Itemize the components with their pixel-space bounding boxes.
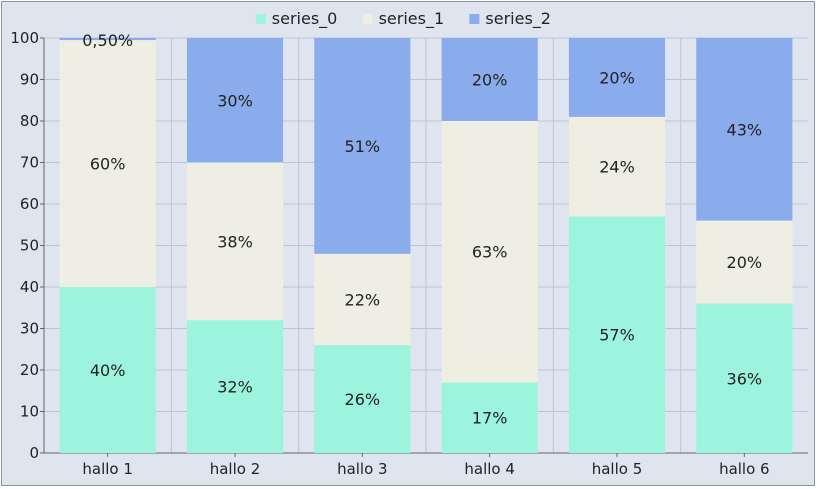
- y-tick-label: 30: [20, 320, 39, 338]
- y-tick-label: 10: [20, 403, 39, 421]
- legend-label: series_1: [379, 9, 445, 29]
- x-tick-label: hallo 6: [719, 460, 770, 478]
- data-label: 40%: [90, 361, 126, 380]
- data-label: 20%: [599, 68, 635, 87]
- y-tick-label: 70: [20, 154, 39, 172]
- data-label: 36%: [727, 369, 763, 388]
- data-label: 20%: [472, 71, 508, 90]
- bar-segment-series_2: [568, 38, 666, 117]
- bar-segment-series_2: [441, 38, 538, 121]
- bar-segment-series_1: [314, 253, 411, 346]
- data-label: 20%: [727, 253, 763, 272]
- bar-segment-series_0: [441, 382, 538, 453]
- bar-segment-series_1: [59, 40, 156, 288]
- y-tick-label: 80: [20, 112, 39, 130]
- data-label: 24%: [599, 158, 635, 177]
- x-tick-label: hallo 3: [337, 460, 388, 478]
- y-tick-label: 50: [20, 237, 39, 255]
- y-tick-label: 40: [20, 278, 39, 296]
- legend-swatch-series_0: [255, 14, 266, 24]
- data-label: 38%: [217, 232, 253, 251]
- y-tick-label: 100: [10, 29, 39, 47]
- legend-label: series_0: [272, 9, 338, 29]
- y-tick-label: 90: [20, 71, 39, 89]
- bar-segment-series_1: [696, 220, 793, 304]
- x-tick-label: hallo 4: [464, 460, 515, 478]
- legend-label: series_2: [485, 9, 551, 29]
- bar-segment-series_1: [441, 121, 538, 383]
- x-tick-label: hallo 2: [210, 460, 261, 478]
- data-label: 60%: [90, 155, 126, 174]
- y-tick-label: 0: [29, 444, 39, 462]
- data-label: 63%: [472, 243, 508, 262]
- x-tick-label: hallo 5: [592, 460, 643, 478]
- bar-segment-series_0: [186, 320, 284, 453]
- legend-swatch-series_2: [469, 14, 480, 24]
- data-label: 26%: [345, 390, 381, 409]
- data-label: 57%: [599, 326, 635, 345]
- bar-segment-series_2: [696, 38, 793, 221]
- bar-segment-series_2: [314, 38, 411, 254]
- data-label: 0,50%: [82, 31, 133, 50]
- bar-segment-series_1: [186, 162, 284, 321]
- x-tick-label: hallo 1: [82, 460, 133, 478]
- bar-segment-series_0: [59, 287, 156, 453]
- data-label: 43%: [727, 120, 763, 139]
- bar-segment-series_2: [186, 38, 284, 163]
- data-label: 51%: [345, 137, 381, 156]
- data-label: 22%: [345, 290, 381, 309]
- data-label: 32%: [217, 378, 253, 397]
- bar-segment-series_0: [314, 345, 411, 453]
- bar-segment-series_0: [568, 216, 666, 453]
- data-label: 17%: [472, 409, 508, 428]
- bar-segment-series_2: [59, 38, 156, 41]
- y-tick-label: 20: [20, 361, 39, 379]
- bar-segment-series_1: [568, 116, 666, 217]
- legend-swatch-series_1: [362, 14, 373, 24]
- y-tick-label: 60: [20, 195, 39, 213]
- bar-segment-series_0: [696, 303, 793, 453]
- data-label: 30%: [217, 91, 253, 110]
